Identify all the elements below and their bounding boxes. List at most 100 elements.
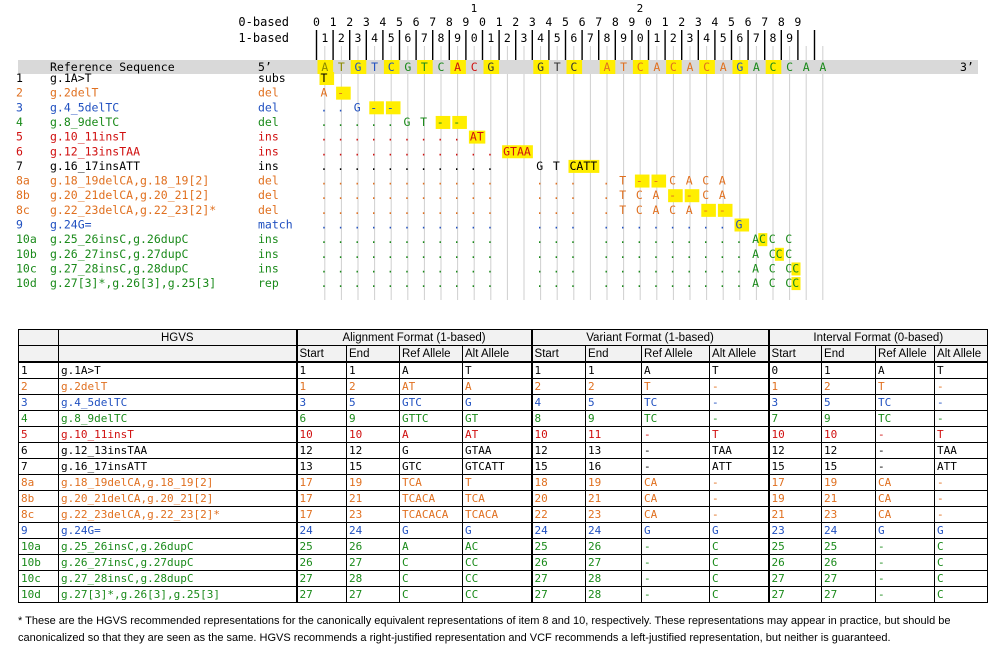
zero-based-digit: 8	[778, 15, 785, 29]
reference-highlight	[632, 60, 649, 74]
variant-cell: .	[437, 203, 444, 217]
hgvs-cell: g.18_19delCA,g.18_19[2]	[58, 474, 297, 491]
reference-highlight	[566, 60, 583, 74]
one-based-digit: 1	[321, 31, 328, 45]
variant-highlight	[734, 218, 750, 232]
variant-cell: .	[536, 218, 543, 232]
variant-cell: .	[453, 174, 460, 188]
reference-highlight	[666, 60, 682, 74]
variant-cell: .	[354, 188, 361, 202]
interval-cell: G	[934, 522, 989, 539]
variant-cell: TC	[641, 394, 711, 411]
one-based-digit: 8	[770, 31, 777, 45]
variant-alt-header: Alt Allele	[709, 345, 770, 363]
interval-cell: -	[934, 378, 989, 395]
alignment-cell: GTC	[399, 458, 463, 475]
reference-base: C	[438, 60, 445, 74]
variant-cell: .	[570, 174, 577, 188]
variant-cell: G	[736, 218, 743, 232]
alignment-cell: T	[461, 361, 533, 379]
hgvs-cell: g.24G=	[58, 522, 297, 539]
variant-cell: .	[470, 174, 477, 188]
variant-highlight	[774, 247, 784, 261]
reference-base: C	[770, 60, 777, 74]
variant-cell: .	[321, 247, 328, 261]
interval-cell: T	[934, 426, 989, 443]
interval-cell: -	[934, 474, 989, 491]
variant-cell: .	[553, 261, 560, 275]
variant-cell: 27	[530, 570, 587, 587]
variant-cell: .	[553, 232, 560, 246]
variant-cell: .	[636, 232, 643, 246]
variant-cell: .	[603, 247, 610, 261]
variant-cell: .	[354, 218, 361, 232]
table-row: 5 g.10_11insT 10 10 A AT 10 11- T 10 10- T	[18, 426, 989, 443]
variant-cell: C	[785, 247, 792, 261]
alignment-cell: 17	[295, 506, 347, 523]
variant-highlight	[336, 86, 351, 100]
zero-based-digit: 5	[728, 15, 735, 29]
variant-ref-header: Ref Allele	[641, 345, 711, 363]
variant-cell: .	[354, 130, 361, 144]
variant-cell: -	[709, 378, 770, 395]
variant-cell: .	[636, 247, 643, 261]
variant-cell: .	[536, 203, 543, 217]
row-hgvs: g.27[3]*,g.26[3],g.25[3]	[50, 276, 216, 290]
zero-based-label: 0-based	[238, 15, 289, 29]
variant-cell: .	[321, 261, 328, 275]
variant-cell: T	[619, 188, 626, 202]
variant-cell: A	[686, 203, 693, 217]
variant-cell: 16	[585, 458, 643, 475]
reference-base: C	[471, 60, 478, 74]
interval-cell: -	[875, 538, 936, 555]
one-based-digit: 2	[338, 31, 345, 45]
variant-cell: -	[709, 490, 770, 507]
variant-cell: G	[709, 522, 770, 539]
variant-cell: .	[603, 174, 610, 188]
variant-cell: .	[603, 188, 610, 202]
one-based-digit: 6	[570, 31, 577, 45]
variant-cell: .	[686, 276, 693, 290]
zero-based-digit: 6	[413, 15, 420, 29]
interval-cell: TAA	[934, 442, 989, 459]
reference-highlight	[450, 60, 466, 74]
table-row: 8c g.22_23delCA,g.22_23[2]* 17 23 TCACACA TCA…	[18, 506, 989, 523]
variant-cell: .	[387, 174, 394, 188]
reference-base: C	[786, 60, 793, 74]
alignment-cell: 9	[346, 410, 400, 427]
zero-based-digit: 6	[579, 15, 586, 29]
one-based-digit: 2	[504, 31, 511, 45]
variant-cell: C	[636, 203, 643, 217]
interval-cell: -	[934, 410, 989, 427]
variant-cell: -	[370, 100, 377, 114]
variant-cell: 27	[530, 586, 587, 603]
interval-cell: ATT	[934, 458, 989, 475]
reference-base: A	[819, 60, 826, 74]
zero-based-digit: 9	[462, 15, 469, 29]
interval-cell: 26	[767, 554, 823, 571]
variant-cell: GTAA	[503, 144, 531, 158]
variant-cell: .	[702, 261, 709, 275]
variant-cell: C	[769, 261, 776, 275]
reference-base: A	[753, 60, 760, 74]
row-id: 4	[16, 115, 23, 129]
hgvs-header: HGVS	[58, 329, 297, 346]
variant-cell: 9	[585, 410, 643, 427]
zero-based-digit: 2	[346, 15, 353, 29]
variant-cell: .	[354, 203, 361, 217]
variant-cell: .	[536, 174, 543, 188]
interval-cell: 25	[767, 538, 823, 555]
variant-cell: A	[321, 86, 328, 100]
alignment-ref-header: Ref Allele	[399, 345, 463, 363]
variant-cell: -	[686, 188, 693, 202]
variant-cell: .	[603, 218, 610, 232]
hgvs-cell: g.12_13insTAA	[58, 442, 297, 459]
variant-cell: 28	[585, 570, 643, 587]
variant-cell: .	[404, 261, 411, 275]
interval-cell: A	[875, 361, 936, 379]
one-based-digit: 9	[620, 31, 627, 45]
one-based-digit: 5	[720, 31, 727, 45]
variant-highlight	[634, 174, 650, 188]
hgvs-cell: g.26_27insC,g.27dupC	[58, 554, 297, 571]
variant-format-header: Variant Format (1-based)	[530, 329, 770, 346]
